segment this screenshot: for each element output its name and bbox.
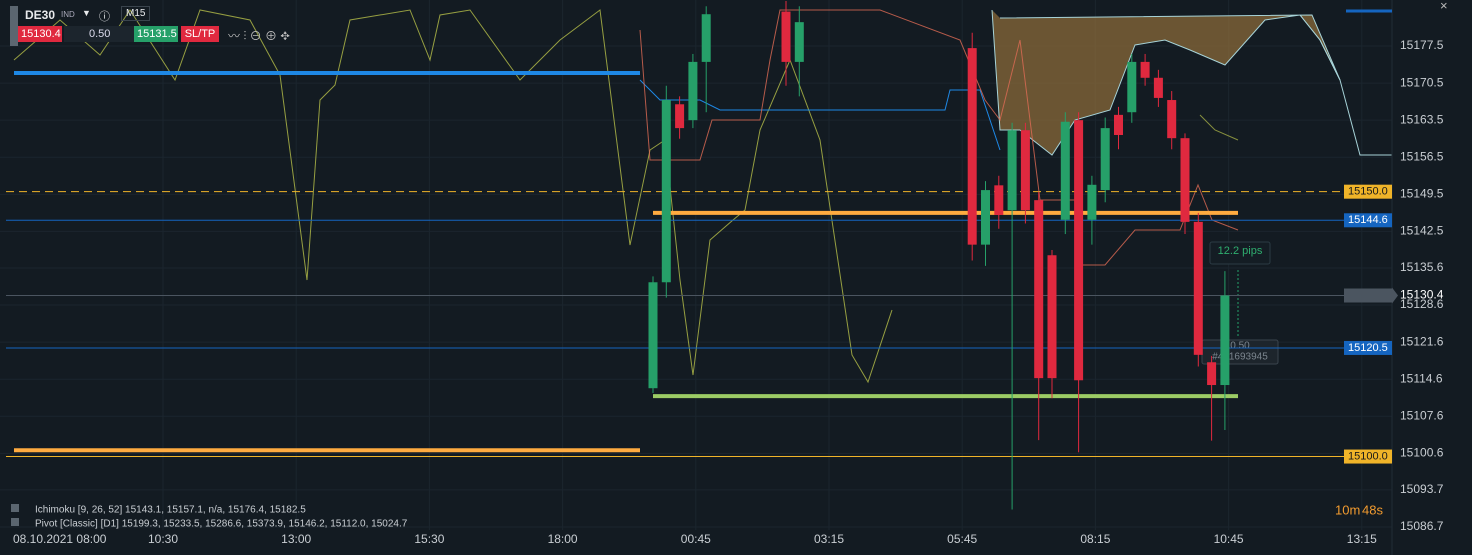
price-tag — [1344, 340, 1392, 355]
candle-body — [1127, 61, 1137, 113]
time-label: 15:30 — [414, 532, 444, 546]
price-tick-label: 15114.6 — [1400, 371, 1443, 385]
price-tick-label: 15156.5 — [1400, 149, 1444, 163]
time-label: 13:15 — [1347, 532, 1377, 546]
candle-body — [1220, 295, 1230, 386]
candle-body — [648, 282, 658, 389]
legend-pivot: Pivot [Classic] [D1] 15199.3, 15233.5, 1… — [35, 519, 408, 530]
price-tick-label: 15149.5 — [1400, 186, 1444, 200]
market: IND — [61, 10, 75, 19]
candle-body — [994, 185, 1004, 215]
time-label: 13:00 — [281, 532, 311, 546]
time-label: 00:45 — [681, 532, 711, 546]
price-tick-label: 15128.6 — [1400, 297, 1444, 311]
price-tag — [1344, 213, 1392, 228]
sltp-button[interactable]: SL/TP — [181, 26, 219, 42]
price-tag-arrow — [1392, 287, 1398, 304]
price-tick-label: 15170.5 — [1400, 75, 1444, 89]
chikou-line — [1199, 114, 1239, 141]
time-label: 10:30 — [148, 532, 178, 546]
candle-body — [967, 48, 977, 245]
volume-input[interactable]: 0.50 — [64, 26, 134, 42]
candle-body — [688, 61, 698, 121]
symbol[interactable]: DE30 — [25, 8, 56, 22]
price-tick-label: 15093.7 — [1400, 482, 1444, 496]
candle-body — [781, 11, 791, 62]
price-tick-label: 15135.6 — [1400, 260, 1444, 274]
price-tick-label: 15100.6 — [1400, 446, 1444, 460]
legend-ichimoku: Ichimoku [9, 26, 52] 15143.1, 15157.1, n… — [35, 505, 306, 516]
ichimoku-line — [1299, 14, 1392, 156]
time-label: 03:15 — [814, 532, 844, 546]
info-icon[interactable]: ⓘ — [99, 11, 110, 23]
countdown-seconds: 48s — [1362, 502, 1383, 517]
price-tick-label: 15086.7 — [1400, 519, 1444, 533]
candle-body — [1047, 255, 1057, 379]
price-tick-label: 15163.5 — [1400, 112, 1444, 126]
candle-body — [1100, 128, 1110, 191]
pips-label: 12.2 pips — [1218, 245, 1263, 257]
tools-icons[interactable]: 〰 ⫶ ⊖ ⊕ ✥ — [228, 29, 290, 43]
legend-icon — [11, 504, 19, 512]
candle-body — [1207, 362, 1217, 386]
candle-body — [1034, 200, 1044, 379]
time-label: 18:00 — [548, 532, 578, 546]
candle-body — [1060, 121, 1070, 220]
candle-body — [1114, 114, 1123, 135]
price-tag-label: 15130.4 — [1400, 288, 1444, 302]
price-tick-label: 15142.5 — [1400, 224, 1444, 238]
order-volume: 0.50 — [1230, 341, 1250, 352]
price-tick-label: 15121.6 — [1400, 334, 1444, 348]
candle-body — [1007, 130, 1017, 211]
candle-body — [701, 14, 711, 62]
ichimoku-line — [13, 9, 893, 384]
candle-body — [1167, 100, 1177, 139]
candle-body — [1020, 130, 1030, 211]
time-label: 08.10.2021 08:00 — [13, 532, 107, 546]
pips-box — [1209, 241, 1271, 265]
time-label: 08:15 — [1080, 532, 1110, 546]
price-tick-label: 15177.5 — [1400, 38, 1444, 52]
timeframe[interactable]: M15 — [121, 6, 151, 21]
time-label: 05:45 — [947, 532, 977, 546]
price-tag — [1344, 288, 1392, 303]
price-tag — [1344, 184, 1392, 199]
candle-body — [1153, 77, 1163, 98]
candle-body — [794, 22, 804, 62]
price-tick-label: 15107.6 — [1400, 408, 1444, 422]
candle-body — [1193, 221, 1203, 355]
candle-body — [1180, 138, 1190, 222]
price-tag-label: 15100.0 — [1348, 450, 1388, 462]
legend-icon — [11, 518, 19, 526]
close-button[interactable]: × — [1440, 0, 1448, 13]
tenkan-line — [639, 9, 1239, 266]
candle-body — [1074, 120, 1084, 381]
volume-value: 0.50 — [89, 28, 111, 40]
countdown-minutes: 10m — [1335, 502, 1360, 517]
order-ticket: #461693945 — [1212, 352, 1268, 363]
bid-button[interactable]: 15130.4 — [18, 26, 62, 42]
price-tag-label: 15144.6 — [1348, 214, 1388, 226]
candle-body — [661, 100, 671, 283]
time-label: 10:45 — [1214, 532, 1244, 546]
toolbar-handle — [10, 6, 18, 46]
symbol-dropdown[interactable]: ▼ — [82, 8, 91, 18]
candle-body — [981, 190, 990, 245]
price-tag-label: 15150.0 — [1348, 186, 1388, 198]
candle-body — [675, 104, 685, 129]
price-tag-label: 15120.5 — [1348, 342, 1388, 354]
price-tag — [1344, 449, 1392, 464]
candle-body — [1087, 184, 1097, 220]
ask-button[interactable]: 15131.5 — [134, 26, 178, 42]
candle-body — [1140, 61, 1150, 78]
